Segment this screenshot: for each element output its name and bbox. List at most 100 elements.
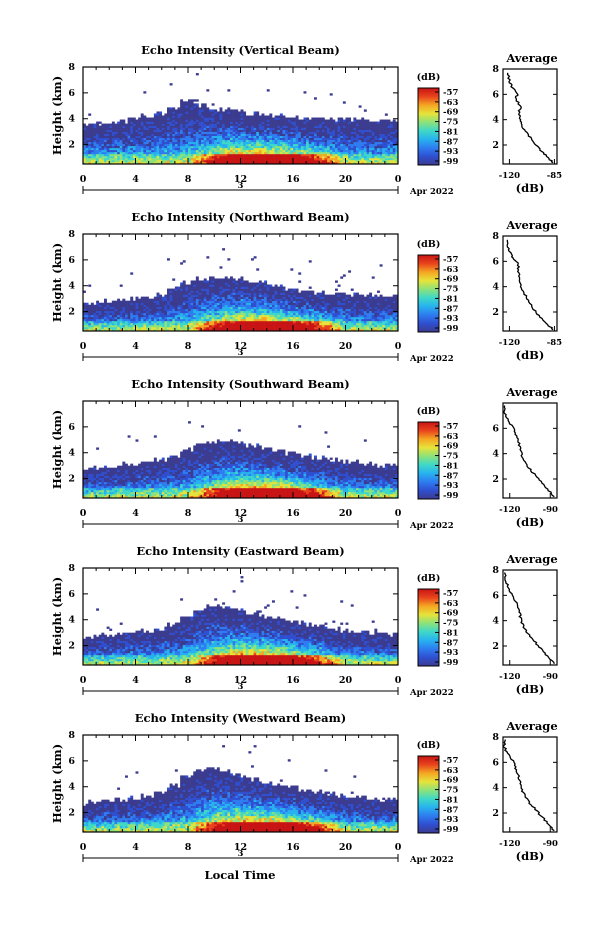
heatmap-cell: [211, 298, 215, 301]
heatmap-cell: [122, 153, 126, 157]
heatmap-cell: [337, 127, 341, 130]
heatmap-cell: [230, 117, 233, 120]
heatmap-cell: [321, 312, 325, 316]
heatmap-cell: [303, 91, 307, 94]
heatmap-cell: [90, 123, 94, 126]
heatmap-cell: [277, 324, 281, 328]
heatmap-cell: [125, 145, 128, 149]
heatmap-cell: [146, 139, 149, 143]
heatmap-cell: [319, 322, 323, 326]
heatmap-cell: [119, 119, 123, 122]
heatmap-cell: [151, 318, 155, 322]
heatmap-cell: [264, 322, 268, 326]
heatmap-cell: [83, 135, 86, 139]
heatmap-cell: [261, 113, 265, 116]
heatmap-cell: [358, 121, 362, 124]
heatmap-cell: [138, 314, 142, 318]
heatmap-cell: [366, 123, 370, 126]
heatmap-cell: [303, 133, 307, 137]
heatmap-cell: [132, 322, 136, 326]
heatmap-cell: [211, 324, 215, 328]
heatmap-cell: [266, 288, 270, 291]
heatmap-cell: [277, 151, 281, 155]
heatmap-cell: [96, 318, 100, 322]
heatmap-cell: [85, 141, 89, 145]
heatmap-cell: [379, 125, 383, 128]
heatmap-cell: [240, 133, 244, 137]
heatmap-cell: [321, 304, 325, 308]
heatmap-cell: [111, 324, 115, 328]
heatmap-cell: [188, 328, 191, 331]
heatmap-cell: [235, 145, 239, 149]
heatmap-cell: [230, 286, 233, 289]
heatmap-cell: [245, 131, 249, 134]
heatmap-cell: [224, 145, 228, 149]
heatmap-cell: [88, 135, 92, 139]
heatmap-cell: [85, 145, 89, 149]
heatmap-cell: [308, 322, 312, 326]
heatmap-cell: [237, 141, 241, 145]
heatmap-cell: [143, 121, 147, 124]
heatmap-cell: [127, 145, 131, 149]
heatmap-cell: [156, 298, 160, 301]
heatmap-cell: [132, 131, 136, 134]
heatmap-cell: [132, 129, 136, 132]
heatmap-cell: [243, 125, 247, 128]
heatmap-cell: [130, 119, 134, 122]
heatmap-cell: [198, 316, 202, 320]
heatmap-cell: [209, 121, 212, 124]
heatmap-cell: [245, 280, 249, 283]
heatmap-cell: [180, 133, 184, 137]
heatmap-cell: [164, 117, 168, 120]
heatmap-cell: [156, 135, 160, 139]
heatmap-cell: [127, 316, 131, 320]
heatmap-cell: [232, 288, 236, 291]
heatmap-cell: [300, 312, 304, 316]
heatmap-cell: [340, 161, 344, 164]
heatmap-cell: [209, 141, 212, 145]
heatmap-cell: [251, 143, 254, 147]
heatmap-cell: [340, 125, 344, 128]
heatmap-cell: [337, 139, 341, 143]
heatmap-cell: [332, 149, 336, 153]
heatmap-cell: [264, 123, 268, 126]
heatmap-cell: [214, 109, 218, 112]
heatmap-cell: [235, 141, 239, 145]
heatmap-cell: [96, 157, 100, 161]
heatmap-cell: [237, 324, 241, 328]
heatmap-cell: [188, 314, 191, 318]
heatmap-cell: [303, 137, 307, 141]
heatmap-cell: [382, 141, 386, 145]
heatmap-cell: [146, 155, 149, 159]
heatmap-cell: [172, 127, 176, 130]
heatmap-cell: [298, 149, 302, 153]
heatmap-cell: [182, 153, 186, 157]
heatmap-cell: [285, 121, 289, 124]
heatmap-cell: [227, 147, 231, 151]
heatmap-cell: [206, 131, 210, 134]
heatmap-cell: [195, 280, 199, 283]
heatmap-cell: [279, 312, 283, 316]
heatmap-cell: [214, 135, 218, 139]
heatmap-cell: [327, 151, 331, 155]
heatmap-cell: [164, 324, 168, 328]
heatmap-cell: [135, 324, 139, 328]
heatmap-cell: [85, 149, 89, 153]
heatmap-cell: [96, 127, 100, 130]
heatmap-cell: [300, 306, 304, 310]
heatmap-cell: [261, 155, 265, 159]
heatmap-cell: [201, 137, 205, 141]
heatmap-cell: [146, 137, 149, 141]
heatmap-cell: [374, 159, 378, 163]
heatmap-cell: [390, 129, 394, 132]
heatmap-cell: [188, 159, 191, 163]
heatmap-cell: [143, 125, 147, 128]
heatmap-cell: [180, 99, 184, 102]
heatmap-cell: [266, 306, 270, 310]
heatmap-cell: [122, 328, 126, 331]
heatmap-cell: [132, 320, 136, 324]
heatmap-cell: [314, 314, 317, 318]
heatmap-cell: [93, 153, 97, 157]
heatmap-cell: [329, 133, 333, 137]
heatmap-cell: [85, 302, 89, 306]
